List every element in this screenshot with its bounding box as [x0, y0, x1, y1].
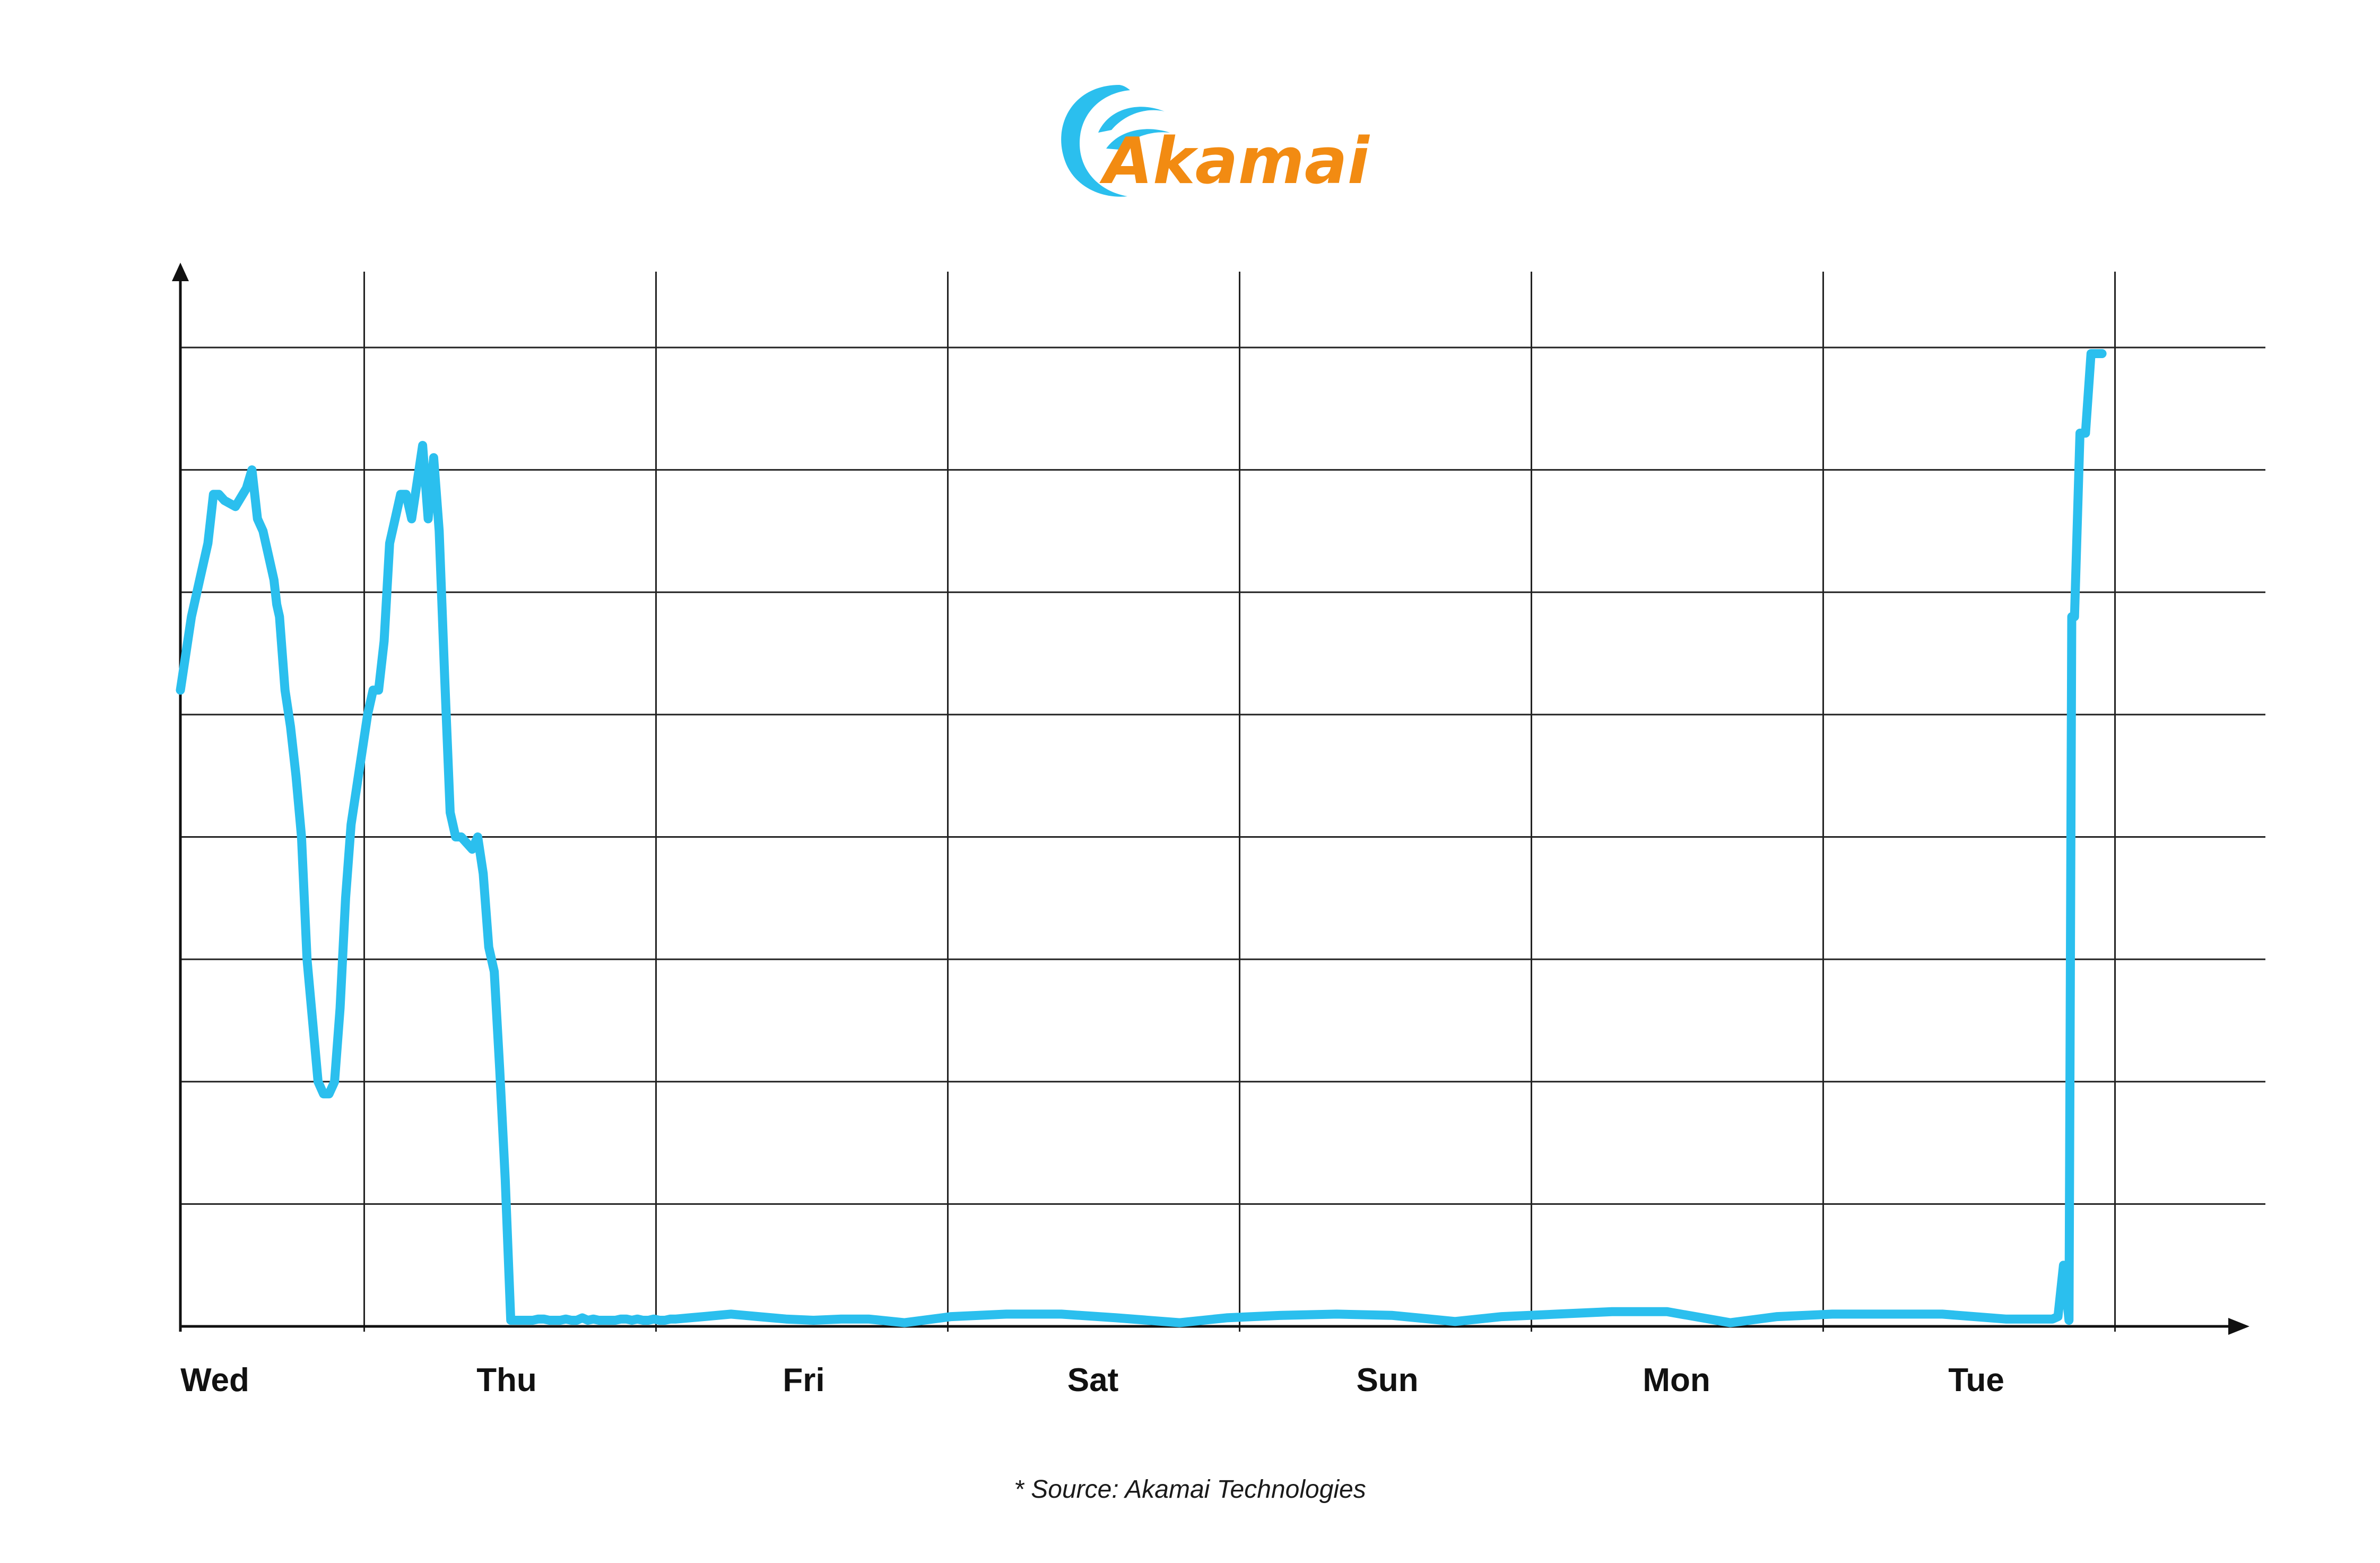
vertical-gridlines: [363, 272, 2116, 1332]
logo-wordmark: Akamai: [1099, 125, 1370, 198]
akamai-logo: Akamai: [1061, 85, 1370, 198]
x-tick-label-tue: Tue: [1948, 1362, 2004, 1399]
x-tick-labels: Wed Thu Fri Sat Sun Mon Tue: [180, 1362, 2004, 1399]
x-axis-arrow: [2228, 1318, 2249, 1335]
x-tick-label-mon: Mon: [1643, 1362, 1710, 1399]
x-tick-label-sun: Sun: [1356, 1362, 1418, 1399]
x-tick-label-sat: Sat: [1067, 1362, 1118, 1399]
series-line-1: [176, 349, 2107, 1327]
source-note: * Source: Akamai Technologies: [1014, 1475, 1366, 1504]
logo-swoosh-outer: [1061, 85, 1130, 197]
axes: [172, 263, 2249, 1335]
x-tick-label-wed: Wed: [180, 1362, 249, 1399]
series-group: [176, 349, 2107, 1327]
y-axis-arrow: [172, 263, 189, 281]
logo-swoosh-mid: [1098, 107, 1165, 133]
x-tick-label-thu: Thu: [476, 1362, 537, 1399]
logo-swoosh-inner: [1106, 129, 1170, 150]
horizontal-gridlines: [180, 346, 2265, 1205]
x-tick-label-fri: Fri: [783, 1362, 824, 1399]
